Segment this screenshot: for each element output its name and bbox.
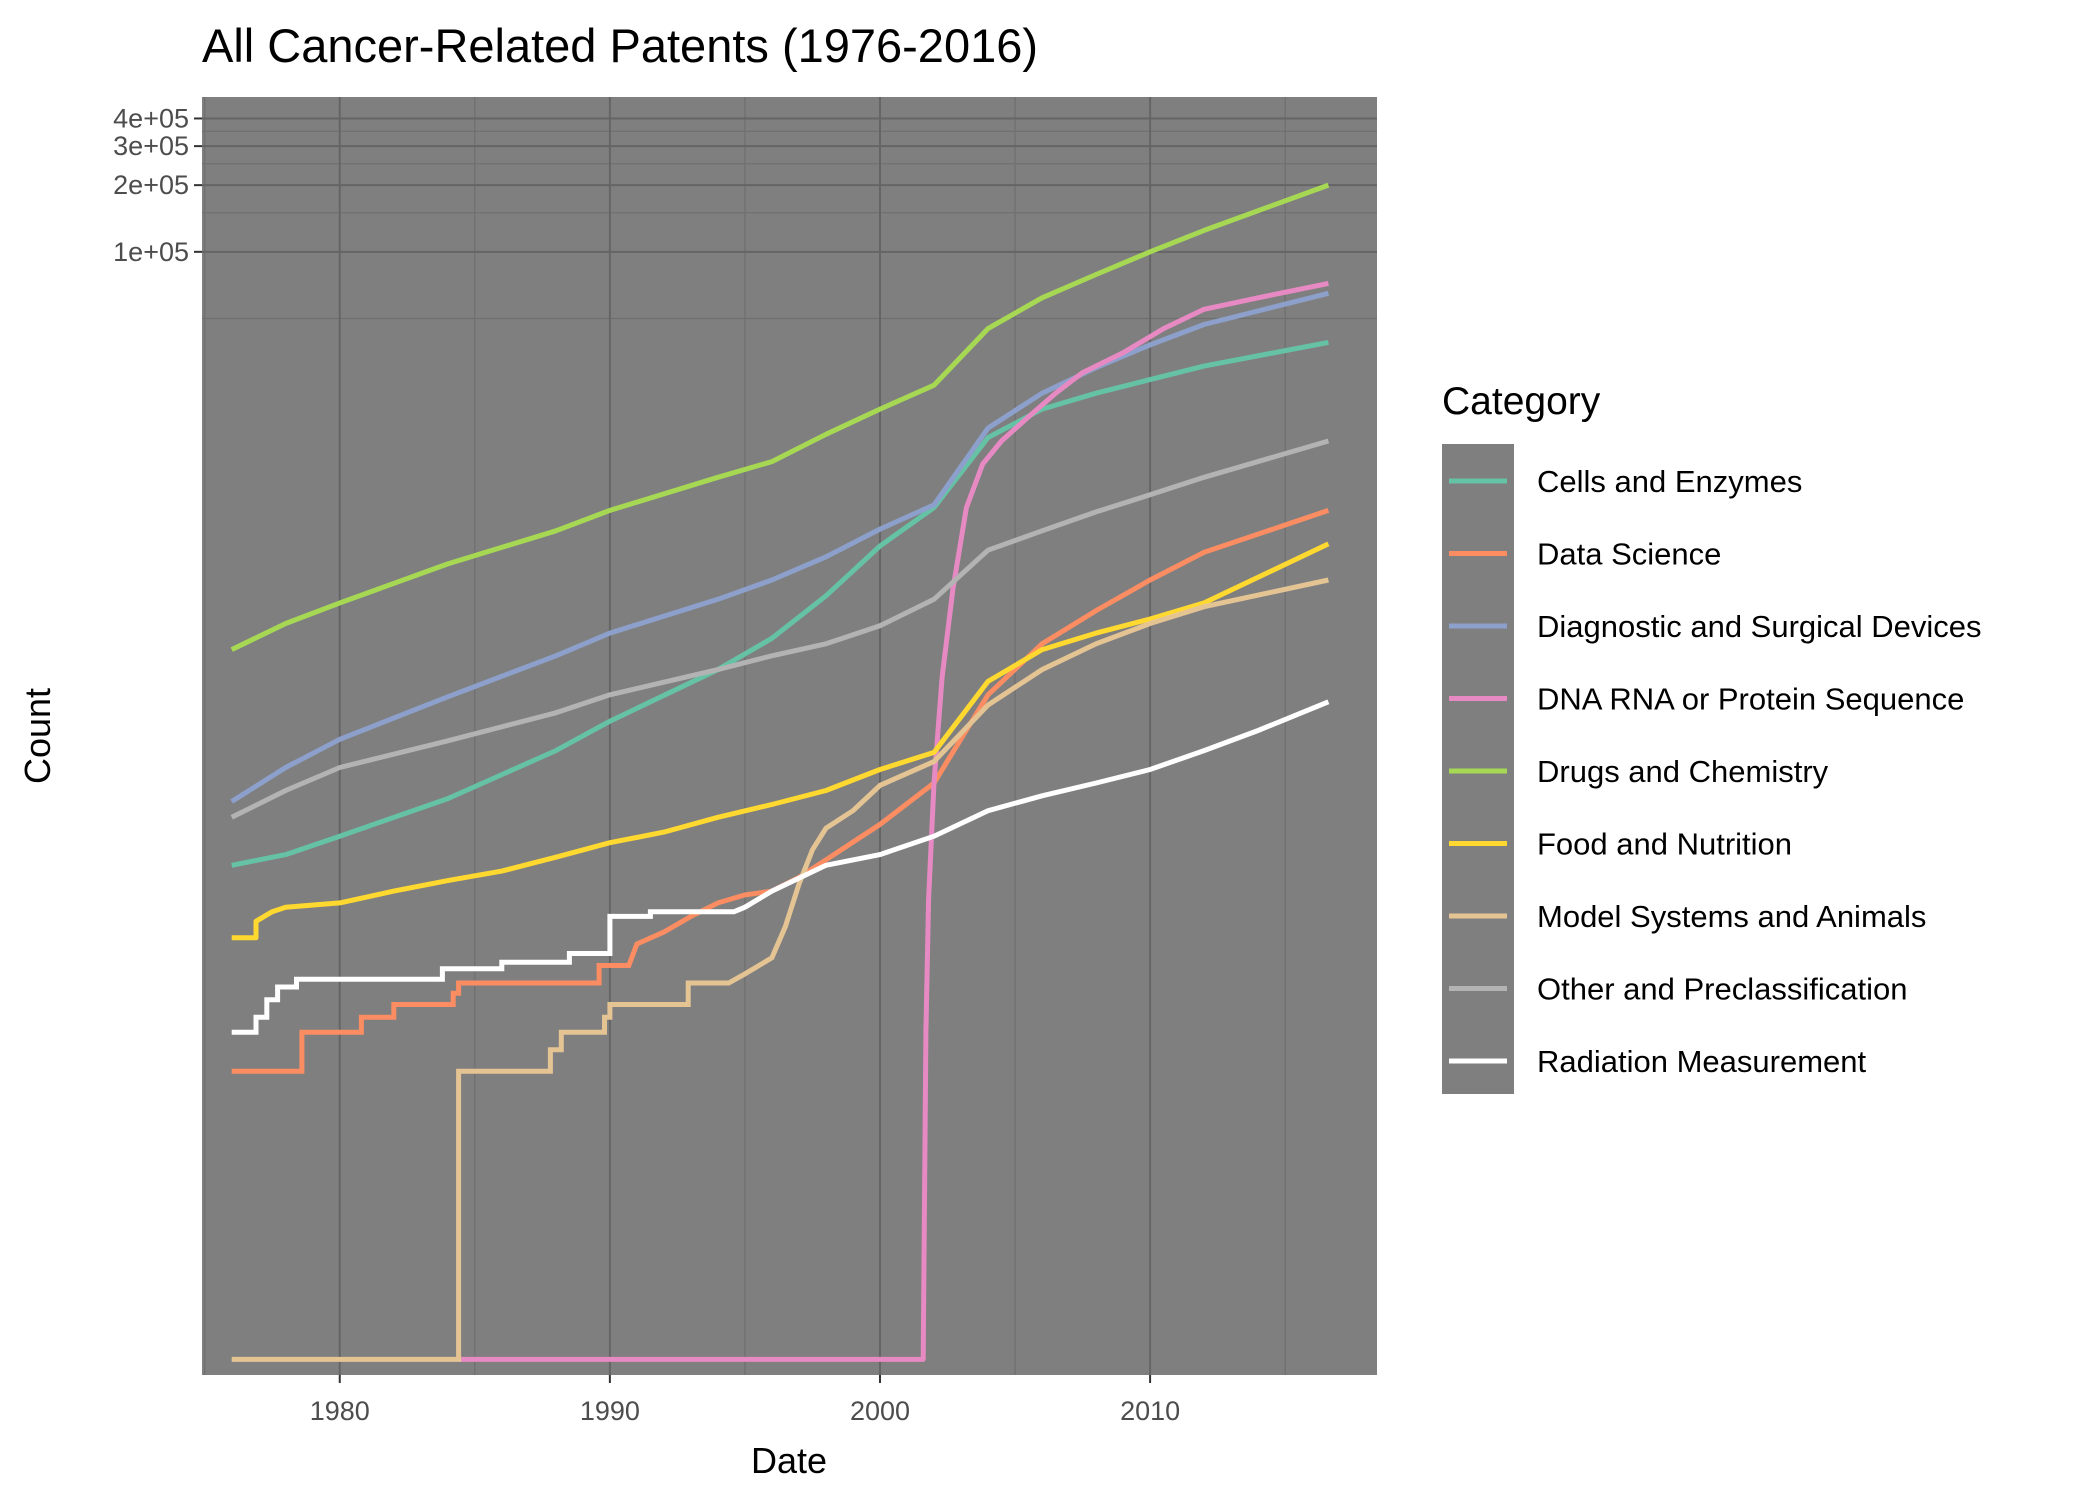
y-tick-label: 2e+05	[113, 170, 189, 200]
x-tick-label: 2010	[1120, 1396, 1180, 1426]
x-axis: 1980 1990 2000 2010	[310, 1375, 1180, 1426]
y-axis-title: Count	[17, 688, 58, 784]
legend-title: Category	[1442, 380, 1601, 423]
legend-label-6: Food and Nutrition	[1537, 827, 1792, 862]
y-tick-label: 3e+05	[113, 131, 189, 161]
x-tick-label: 1980	[310, 1396, 370, 1426]
legend-label-8: Other and Preclassification	[1537, 972, 1907, 1007]
legend-label-2: Data Science	[1537, 537, 1721, 572]
legend-label-9: Radiation Measurement	[1537, 1044, 1867, 1079]
legend-label-7: Model Systems and Animals	[1537, 899, 1926, 934]
legend-label-5: Drugs and Chemistry	[1537, 754, 1829, 789]
legend: Category Cells and Enzymes Data Science Di…	[1442, 380, 1982, 1094]
legend-label-1: Cells and Enzymes	[1537, 464, 1802, 499]
chart-title: All Cancer-Related Patents (1976-2016)	[202, 19, 1038, 72]
y-axis: 1e+05 2e+05 3e+054e+05	[113, 103, 202, 266]
x-tick-label: 2000	[850, 1396, 910, 1426]
y-tick-label: 1e+05	[113, 237, 189, 267]
x-tick-label: 1990	[580, 1396, 640, 1426]
y-tick-label: 4e+05	[113, 103, 189, 133]
x-axis-title: Date	[751, 1440, 827, 1481]
legend-label-3: Diagnostic and Surgical Devices	[1537, 609, 1982, 644]
legend-items: Cells and Enzymes Data Science Diagnostic …	[1449, 464, 1982, 1079]
legend-label-4: DNA RNA or Protein Sequence	[1537, 682, 1964, 717]
plot-panel	[202, 97, 1377, 1375]
